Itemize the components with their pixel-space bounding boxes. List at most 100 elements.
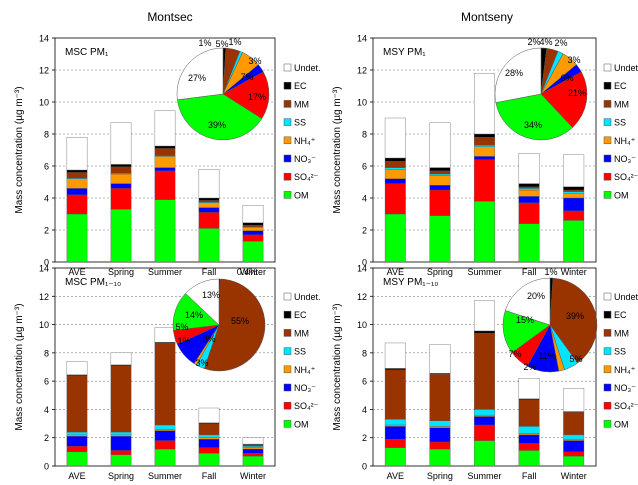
bar-segment-om (154, 448, 176, 467)
pie-label: 20% (527, 291, 545, 301)
y-tick-label: 2 (44, 433, 49, 443)
bar-segment-no3 (563, 440, 585, 453)
bar-segment-so4 (429, 441, 451, 450)
legend-label: SO₄²⁻ (614, 401, 638, 411)
bar-segment-nh4 (518, 189, 540, 197)
legend-label: MM (614, 328, 629, 338)
bar-segment-so4 (66, 194, 88, 215)
x-tick-label: Summer (148, 267, 182, 277)
bar-segment-nh4 (66, 178, 88, 189)
legend-swatch-om (283, 420, 292, 428)
legend-label: Undet. (294, 63, 321, 73)
bar-segment-mm (198, 423, 220, 436)
legend: Undet. EC MM SS NH₄⁺ NO₃⁻ SO₄²⁻ OM (283, 63, 321, 200)
pie-label: 1% (177, 336, 190, 346)
y-axis-label: Mass concentration (µg m⁻³) (14, 86, 25, 213)
bar-segment-no3 (384, 426, 406, 440)
legend-label: NO₃⁻ (614, 154, 636, 164)
bar-segment-om (110, 209, 132, 263)
bar-segment-so4 (242, 453, 264, 457)
legend-label: NH₄⁺ (614, 365, 636, 375)
bar-segment-no3 (66, 188, 88, 195)
bar-segment-undet (518, 153, 540, 184)
legend-swatch-so4 (603, 172, 612, 181)
bar-segment-nh4 (429, 175, 451, 186)
bar-segment-om (563, 220, 585, 263)
bar-segment-mm (198, 200, 220, 203)
bar-segment-ss (384, 167, 406, 170)
bar-segment-ec (563, 186, 585, 191)
bar-segment-mm (518, 186, 540, 189)
y-tick-label: 4 (44, 405, 49, 415)
bar-segment-no3 (563, 197, 585, 211)
pie-slice-so4 (540, 71, 588, 128)
bar-segment-ss (429, 420, 451, 427)
legend-label: Undet. (614, 292, 638, 302)
legend-swatch-ss (283, 347, 292, 355)
bar-segment-ss (384, 419, 406, 426)
bar-segment-no3 (474, 156, 495, 160)
legend-label: MM (294, 99, 309, 109)
legend-label: MM (614, 99, 629, 109)
bar-segment-no3 (198, 207, 220, 213)
bar-segment-no3 (474, 416, 495, 426)
bar-segment-ec (66, 169, 88, 173)
legend-label: EC (614, 310, 627, 320)
legend-swatch-no3 (283, 383, 292, 392)
legend-swatch-ss (603, 347, 612, 355)
bar-segment-no3 (242, 230, 264, 235)
bar-segment-ss (198, 434, 220, 438)
legend-swatch-ec (603, 81, 612, 90)
x-tick-label: Winter (240, 267, 266, 277)
bar-segment-om (198, 228, 220, 263)
legend-swatch-om (603, 191, 612, 199)
x-tick-label: Summer (467, 471, 501, 481)
y-tick-label: 0 (362, 258, 367, 268)
pie-slice-mm (203, 278, 266, 372)
bar-segment-om (429, 215, 451, 263)
bar-segment-om (242, 455, 264, 467)
legend-swatch-undet (603, 63, 612, 72)
legend: Undet. EC MM SS NH₄⁺ NO₃⁻ SO₄²⁻ OM (603, 63, 638, 200)
y-tick-label: 6 (44, 162, 49, 172)
x-tick-label: Spring (108, 267, 134, 277)
legend-swatch-mm (283, 100, 292, 108)
bar-segment-ec (242, 222, 264, 226)
panel-title: MSY PM₁₋₁₀ (383, 277, 438, 288)
legend-label: EC (294, 310, 307, 320)
legend-label: OM (294, 190, 309, 200)
legend-label: OM (614, 190, 629, 200)
pie-label: 7% (240, 72, 253, 82)
legend-swatch-ss (283, 118, 292, 126)
legend-label: NO₃⁻ (294, 383, 316, 393)
pie-label: 39% (566, 311, 584, 321)
bar-segment-undet (154, 327, 176, 343)
bar-segment-so4 (474, 424, 495, 441)
bar-segment-no3 (384, 178, 406, 184)
legend-swatch-no3 (283, 154, 292, 163)
bar-segment-mm (154, 342, 176, 426)
bar-segment-ss (429, 173, 451, 176)
bar-segment-ec (474, 330, 495, 334)
pie-label: 7% (508, 349, 521, 359)
pie-label: 15% (516, 315, 534, 325)
bar-segment-no3 (429, 427, 451, 443)
chart-panel-4: 0 2 4 6 8 10 12 14 Mass concentration (µg m⁻³) MS… (332, 264, 638, 482)
legend-label: SS (614, 118, 626, 128)
bar-segment-nh4 (66, 434, 88, 437)
x-tick-label: AVE (68, 267, 85, 277)
bar-segment-so4 (198, 447, 220, 454)
legend-swatch-mm (283, 329, 292, 337)
bar-segment-ss (242, 446, 264, 448)
legend-label: SO₄²⁻ (294, 401, 319, 411)
legend-swatch-undet (283, 63, 292, 72)
pie-label: 2% (527, 37, 540, 47)
bar-segment-so4 (384, 438, 406, 448)
x-tick-label: Winter (561, 267, 587, 277)
bar-segment-om (242, 241, 264, 263)
pie-slice-undet (185, 278, 220, 326)
bar-segment-om (384, 447, 406, 467)
bar-segment-undet (154, 110, 176, 147)
bar-segment-nh4 (154, 429, 176, 431)
